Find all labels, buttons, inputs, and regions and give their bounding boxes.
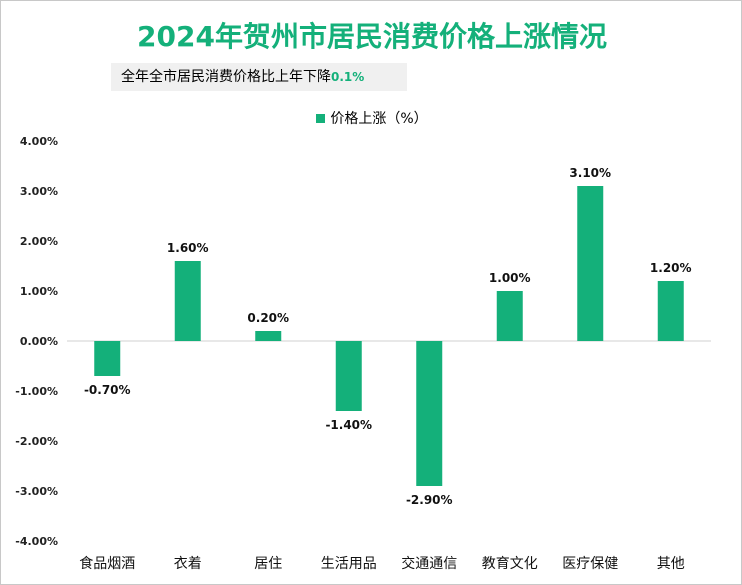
y-tick-label: -3.00% <box>15 485 58 498</box>
y-tick-label: 4.00% <box>20 135 58 148</box>
legend: 价格上涨（%） <box>1 108 741 128</box>
bar <box>577 186 604 341</box>
data-label: -2.90% <box>406 493 453 507</box>
x-tick-label: 生活用品 <box>321 556 377 572</box>
x-tick-label: 居住 <box>254 556 282 572</box>
bar <box>496 291 523 341</box>
x-tick-label: 交通通信 <box>401 555 457 572</box>
bar <box>174 261 201 341</box>
legend-swatch <box>316 114 326 123</box>
bar <box>335 341 362 411</box>
bar <box>255 331 282 341</box>
legend-label: 价格上涨（%） <box>330 111 428 127</box>
subtitle-text: 全年全市居民消费价格比上年下降 <box>121 69 331 85</box>
x-tick-label: 教育文化 <box>482 556 538 572</box>
bar <box>657 281 684 341</box>
data-label: 1.20% <box>650 261 692 275</box>
data-label: 1.00% <box>489 271 531 285</box>
y-tick-label: 3.00% <box>20 185 58 198</box>
y-tick-label: 0.00% <box>20 335 58 348</box>
x-tick-label: 衣着 <box>174 556 202 572</box>
data-label: 3.10% <box>569 166 611 180</box>
y-tick-label: -2.00% <box>15 435 58 448</box>
chart-title: 2024年贺州市居民消费价格上涨情况 <box>137 20 607 53</box>
y-tick-label: -1.00% <box>15 385 58 398</box>
data-label: 1.60% <box>167 241 209 255</box>
subtitle-box: 全年全市居民消费价格比上年下降0.1% <box>111 63 407 91</box>
bar <box>94 341 121 376</box>
bar <box>416 341 443 486</box>
x-tick-label: 食品烟酒 <box>79 555 135 572</box>
x-tick-label: 医疗保健 <box>562 556 618 572</box>
y-tick-label: 2.00% <box>20 235 58 248</box>
subtitle-value: 0.1% <box>331 70 365 84</box>
data-label: -0.70% <box>84 383 131 397</box>
data-label: -1.40% <box>325 418 372 432</box>
data-label: 0.20% <box>247 311 289 325</box>
x-tick-label: 其他 <box>657 556 685 572</box>
y-tick-label: 1.00% <box>20 285 58 298</box>
y-tick-label: -4.00% <box>15 535 58 548</box>
